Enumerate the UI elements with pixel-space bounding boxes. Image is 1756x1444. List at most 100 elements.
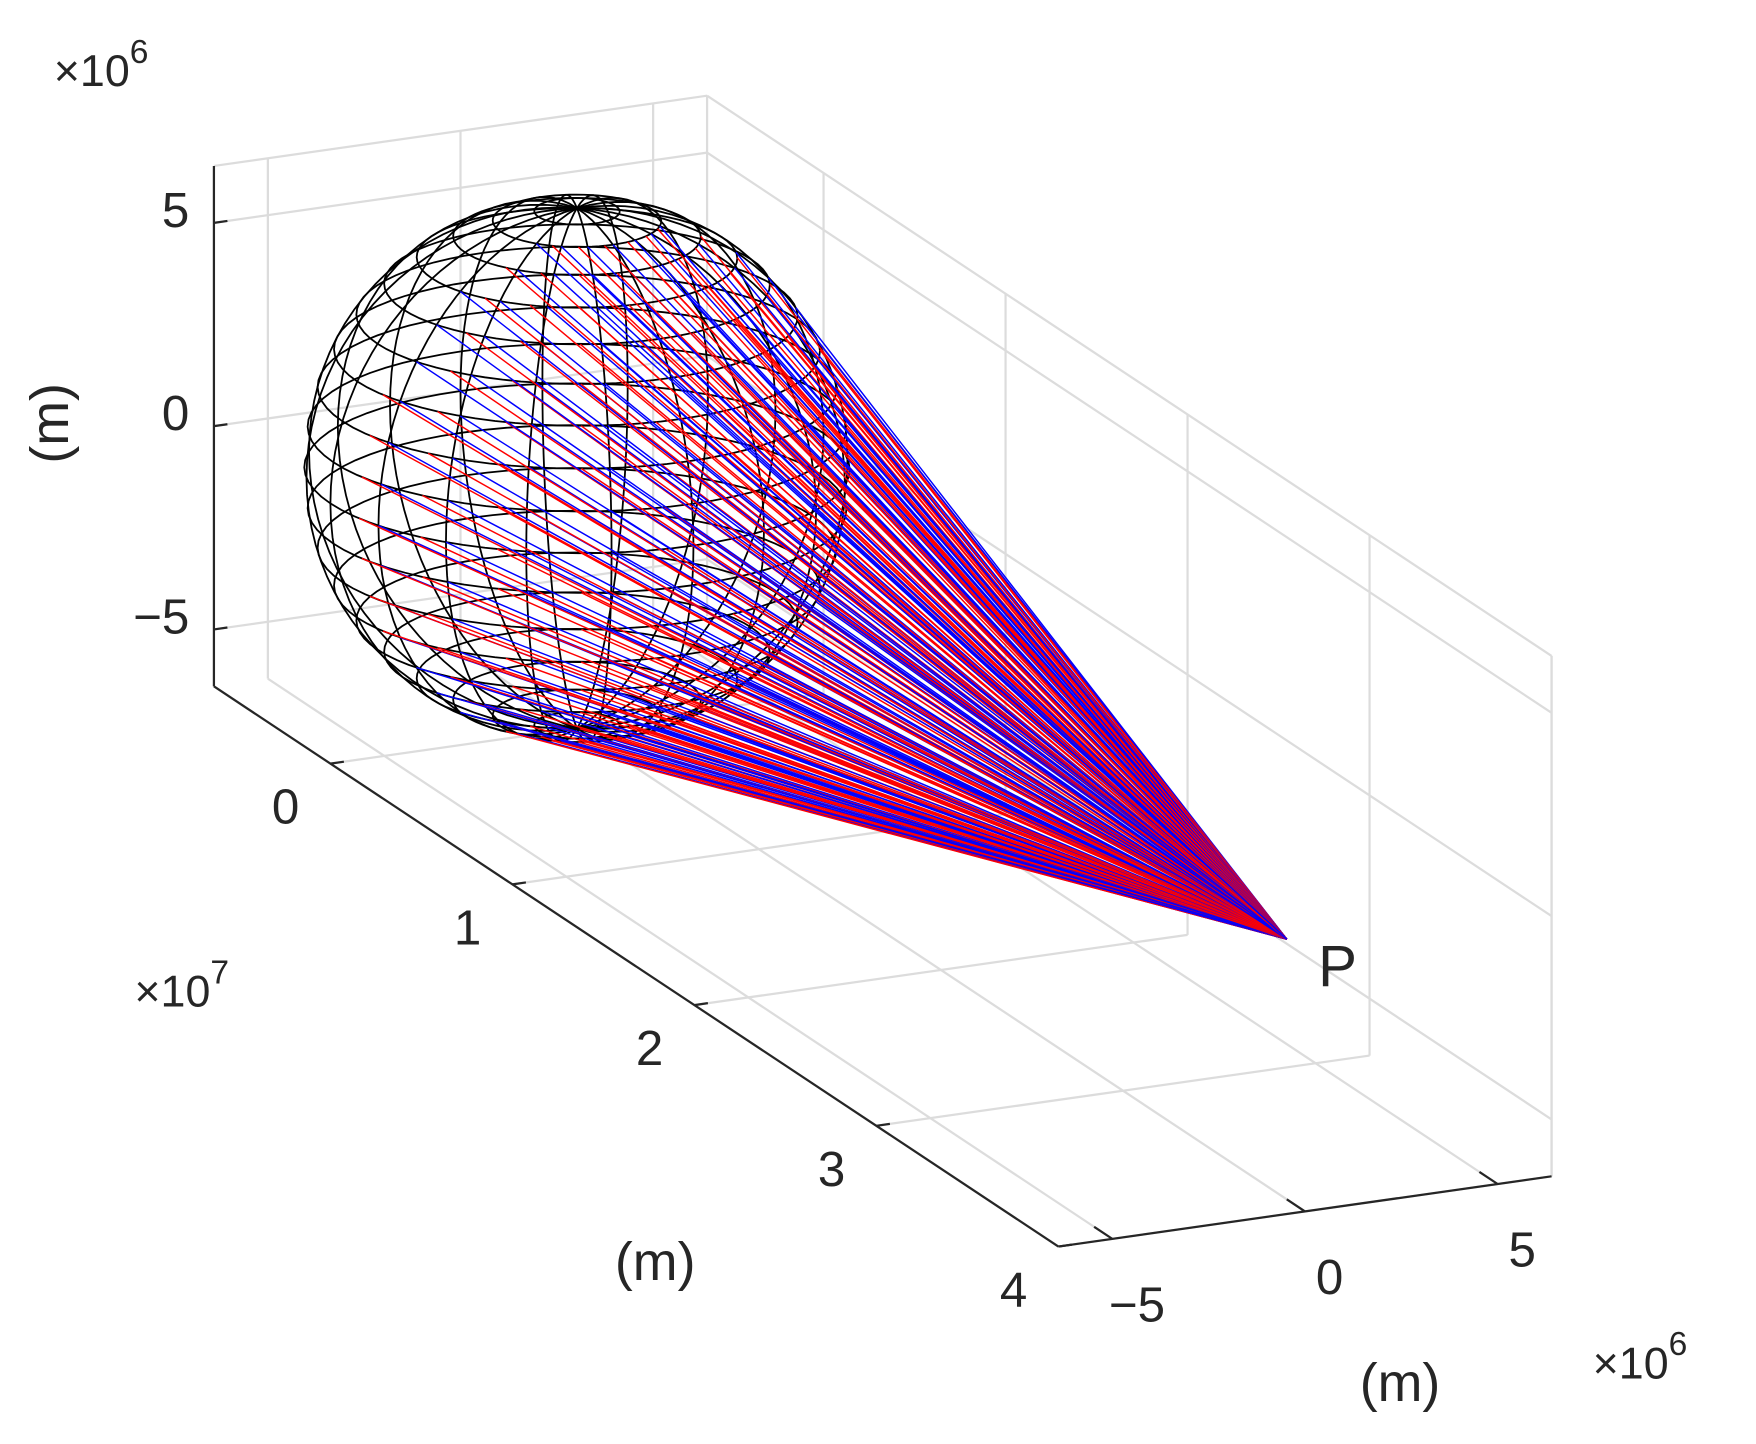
box-edge bbox=[706, 94, 1553, 657]
ray bbox=[505, 730, 1287, 940]
grid-line bbox=[706, 151, 1553, 714]
ray bbox=[422, 576, 1288, 940]
ray bbox=[459, 415, 1288, 940]
sphere-meridian bbox=[541, 193, 578, 729]
sphere-meridian bbox=[305, 207, 578, 730]
ray bbox=[420, 536, 1288, 940]
multiplier-exponent: 6 bbox=[130, 34, 149, 71]
sphere-meridian bbox=[336, 203, 578, 730]
ray bbox=[361, 476, 1288, 940]
grid-line bbox=[652, 622, 1499, 1185]
ray bbox=[769, 283, 1288, 940]
multiplier-base: ×10 bbox=[134, 966, 210, 1016]
x-tick-label: 0 bbox=[1316, 1250, 1343, 1305]
multiplier-base: ×10 bbox=[54, 46, 130, 96]
y-tick-label: 4 bbox=[1000, 1263, 1027, 1318]
y-tick bbox=[512, 881, 527, 886]
y-tick-label: 0 bbox=[272, 780, 299, 835]
ray bbox=[447, 499, 1288, 940]
grid-line bbox=[267, 677, 1113, 1240]
ray bbox=[465, 332, 1288, 940]
ray bbox=[369, 595, 1288, 940]
ray bbox=[361, 557, 1288, 940]
ray bbox=[505, 267, 1288, 940]
ray bbox=[499, 300, 1288, 940]
ray bbox=[470, 374, 1288, 940]
ray bbox=[447, 581, 1288, 940]
x-tick bbox=[1478, 1170, 1499, 1185]
sphere-meridian bbox=[389, 199, 578, 730]
axis-multiplier: ×106 bbox=[54, 34, 149, 96]
ray bbox=[577, 246, 1288, 940]
sphere-meridian bbox=[576, 204, 825, 730]
ray bbox=[560, 246, 1288, 940]
ray bbox=[505, 657, 1288, 940]
sphere-meridian bbox=[576, 201, 777, 730]
ray bbox=[452, 457, 1288, 940]
z-tick bbox=[213, 219, 228, 224]
multiplier-exponent: 6 bbox=[1669, 1326, 1688, 1363]
multiplier-exponent: 7 bbox=[210, 954, 229, 991]
ray bbox=[551, 245, 1288, 940]
ray bbox=[540, 272, 1288, 940]
ray bbox=[369, 434, 1288, 940]
axis-multiplier: ×106 bbox=[1593, 1326, 1688, 1388]
ray bbox=[497, 588, 1288, 940]
multiplier-base: ×10 bbox=[1593, 1338, 1669, 1388]
ray bbox=[416, 666, 1287, 940]
grid-line bbox=[213, 151, 708, 224]
y-axis bbox=[213, 685, 1060, 1248]
x-tick-label: −5 bbox=[1109, 1277, 1165, 1332]
ray bbox=[700, 235, 1288, 940]
ray bbox=[645, 235, 1288, 940]
ray bbox=[436, 692, 1287, 940]
box-edge bbox=[213, 94, 708, 168]
ray bbox=[500, 624, 1288, 940]
z-tick-label: 5 bbox=[162, 183, 189, 238]
point-label: P bbox=[1318, 934, 1357, 999]
ray bbox=[437, 410, 1288, 940]
y-tick bbox=[1058, 1243, 1073, 1248]
ray bbox=[520, 708, 1287, 940]
ray bbox=[657, 228, 1288, 940]
ray bbox=[694, 247, 1288, 940]
ray bbox=[603, 245, 1288, 940]
ray bbox=[627, 241, 1288, 940]
z-axis-label: (m) bbox=[20, 383, 80, 464]
ray bbox=[733, 267, 1288, 940]
ray bbox=[736, 257, 1288, 940]
ray bbox=[587, 246, 1288, 940]
ray bbox=[535, 687, 1288, 940]
z-tick-label: 0 bbox=[162, 386, 189, 441]
sphere-meridian bbox=[329, 207, 578, 732]
ray bbox=[698, 243, 1288, 940]
grid-line bbox=[213, 558, 708, 631]
ray bbox=[422, 494, 1288, 940]
y-tick-label: 2 bbox=[636, 1021, 663, 1076]
z-tick bbox=[213, 423, 228, 428]
x-tick-label: 5 bbox=[1509, 1222, 1536, 1277]
x-tick bbox=[1093, 1225, 1113, 1240]
z-tick-label: −5 bbox=[133, 589, 189, 644]
ray bbox=[415, 361, 1288, 940]
ray bbox=[612, 244, 1288, 940]
ray bbox=[484, 297, 1288, 940]
ray bbox=[427, 452, 1288, 940]
y-tick-label: 3 bbox=[818, 1142, 845, 1197]
ray bbox=[517, 269, 1288, 940]
ray bbox=[672, 297, 1288, 940]
axis-multiplier: ×107 bbox=[134, 954, 229, 1016]
grid-line bbox=[876, 1054, 1370, 1127]
ray bbox=[358, 517, 1288, 940]
y-tick bbox=[876, 1122, 891, 1127]
ray bbox=[460, 711, 1287, 940]
ray bbox=[634, 239, 1288, 940]
ray bbox=[382, 630, 1288, 940]
y-tick bbox=[694, 1002, 709, 1007]
ray bbox=[436, 324, 1288, 940]
ray bbox=[512, 685, 1288, 940]
grid-line bbox=[694, 933, 1188, 1007]
y-axis-label: (m) bbox=[615, 1232, 696, 1292]
ray bbox=[717, 281, 1288, 940]
